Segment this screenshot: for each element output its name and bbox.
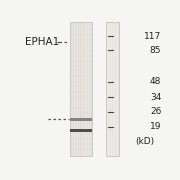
Bar bbox=[70, 22, 92, 156]
Text: 48: 48 bbox=[150, 77, 161, 86]
Text: 85: 85 bbox=[150, 46, 161, 55]
Text: 19: 19 bbox=[150, 122, 161, 131]
Text: 117: 117 bbox=[144, 32, 161, 41]
Text: 26: 26 bbox=[150, 107, 161, 116]
Text: EPHA1: EPHA1 bbox=[25, 37, 60, 47]
Bar bbox=[71, 118, 92, 121]
Bar bbox=[106, 22, 119, 156]
Text: (kD): (kD) bbox=[135, 137, 154, 146]
Bar bbox=[71, 129, 92, 132]
Text: 34: 34 bbox=[150, 93, 161, 102]
